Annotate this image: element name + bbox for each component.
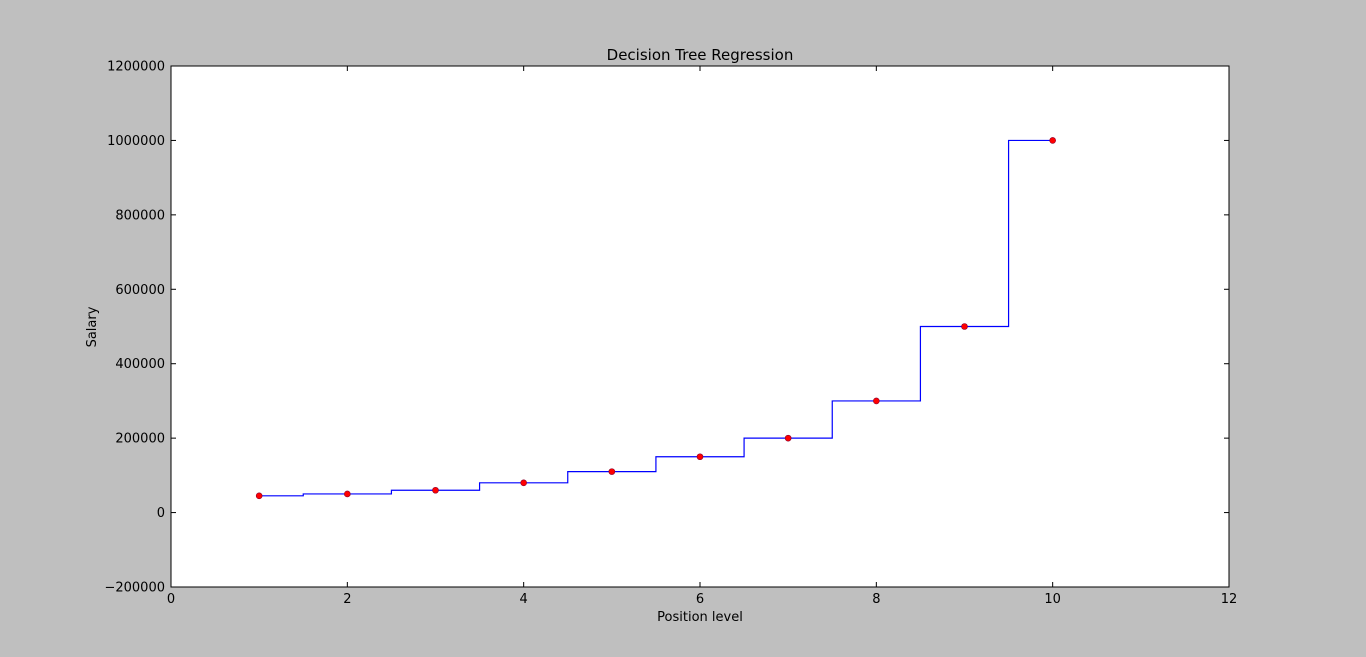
x-tick-label: 0 — [167, 592, 175, 607]
data-point — [432, 486, 439, 494]
plot-area — [171, 66, 1229, 587]
data-point — [520, 479, 527, 487]
y-tick-label: 1000000 — [107, 134, 165, 149]
x-tick-label: 4 — [520, 592, 528, 607]
data-point — [1049, 137, 1056, 144]
axis-ticks: 0 2 4 6 8 10 12−200000020000040000060000080000… — [104, 60, 1237, 608]
chart-title: Decision Tree Regression — [607, 46, 794, 64]
x-tick-label: 10 — [1044, 592, 1061, 607]
data-point — [255, 492, 263, 500]
x-tick-label: 8 — [872, 592, 880, 607]
data-point — [696, 453, 704, 461]
y-tick-label: 200000 — [115, 432, 165, 447]
y-tick-label: 0 — [157, 506, 165, 521]
x-tick-label: 6 — [696, 592, 704, 607]
y-tick-label: −200000 — [104, 581, 165, 596]
data-point — [608, 468, 616, 475]
y-tick-label: 400000 — [115, 357, 165, 372]
data-point — [784, 434, 792, 442]
prediction-line — [259, 139, 1053, 497]
data-point — [961, 323, 968, 330]
data-point — [344, 490, 351, 498]
data-point — [873, 397, 880, 405]
x-tick-label: 2 — [343, 592, 351, 607]
y-tick-label: 800000 — [115, 208, 165, 223]
x-tick-label: 12 — [1221, 592, 1238, 607]
x-axis-label: Position level — [657, 610, 743, 625]
y-axis-label: Salary — [85, 306, 100, 347]
y-tick-label: 600000 — [115, 283, 165, 298]
y-tick-label: 1200000 — [107, 60, 165, 75]
chart-marks — [255, 137, 1056, 500]
